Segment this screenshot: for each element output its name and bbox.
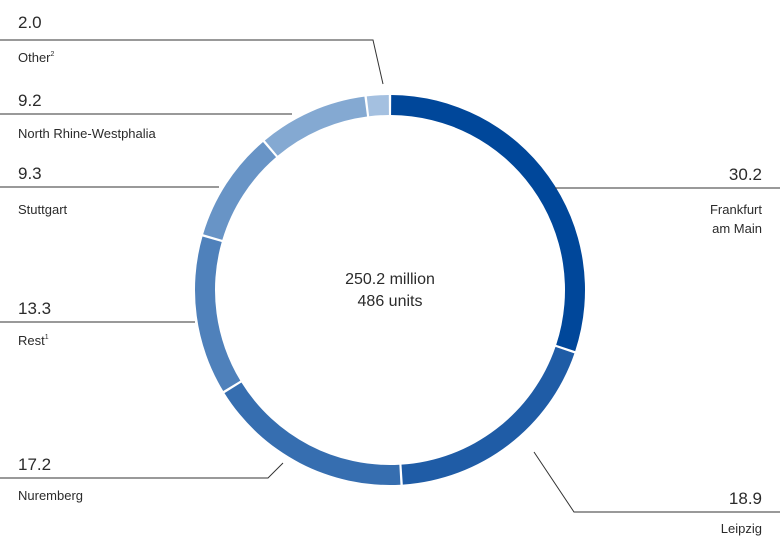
slice-labels: 30.2 Frankfurt am Main 18.9 Leipzig 17.2 Nurem… xyxy=(18,13,762,536)
leader-line-2 xyxy=(0,462,284,479)
leader-line-6 xyxy=(0,39,384,85)
donut-slice-3 xyxy=(195,236,241,392)
leader-line-1 xyxy=(533,451,780,513)
donut-slices xyxy=(195,95,586,485)
slice-label-2: Nuremberg xyxy=(18,488,83,503)
leader-lines xyxy=(0,39,780,513)
donut-center-text: 250.2 million 486 units xyxy=(345,271,435,310)
slice-value-1: 18.9 xyxy=(729,489,762,508)
center-text-line-1: 486 units xyxy=(358,293,423,310)
slice-label-3: Rest1 xyxy=(18,333,49,348)
slice-label-0: am Main xyxy=(712,221,762,236)
slice-value-5: 9.2 xyxy=(18,91,42,110)
donut-slice-6 xyxy=(366,95,389,117)
slice-label-6: Other2 xyxy=(18,50,55,65)
slice-label-1: Leipzig xyxy=(721,521,762,536)
slice-label-0: Frankfurt xyxy=(710,202,762,217)
slice-value-2: 17.2 xyxy=(18,455,51,474)
slice-label-4: Stuttgart xyxy=(18,202,68,217)
donut-slice-0 xyxy=(391,95,586,352)
slice-value-4: 9.3 xyxy=(18,164,42,183)
center-text-line-0: 250.2 million xyxy=(345,271,435,288)
slice-value-3: 13.3 xyxy=(18,299,51,318)
slice-label-5: North Rhine-Westphalia xyxy=(18,126,157,141)
slice-value-0: 30.2 xyxy=(729,165,762,184)
donut-slice-4 xyxy=(203,142,277,240)
donut-slice-1 xyxy=(401,346,575,485)
donut-slice-5 xyxy=(264,96,368,156)
donut-slice-2 xyxy=(224,382,401,485)
slice-value-6: 2.0 xyxy=(18,13,42,32)
